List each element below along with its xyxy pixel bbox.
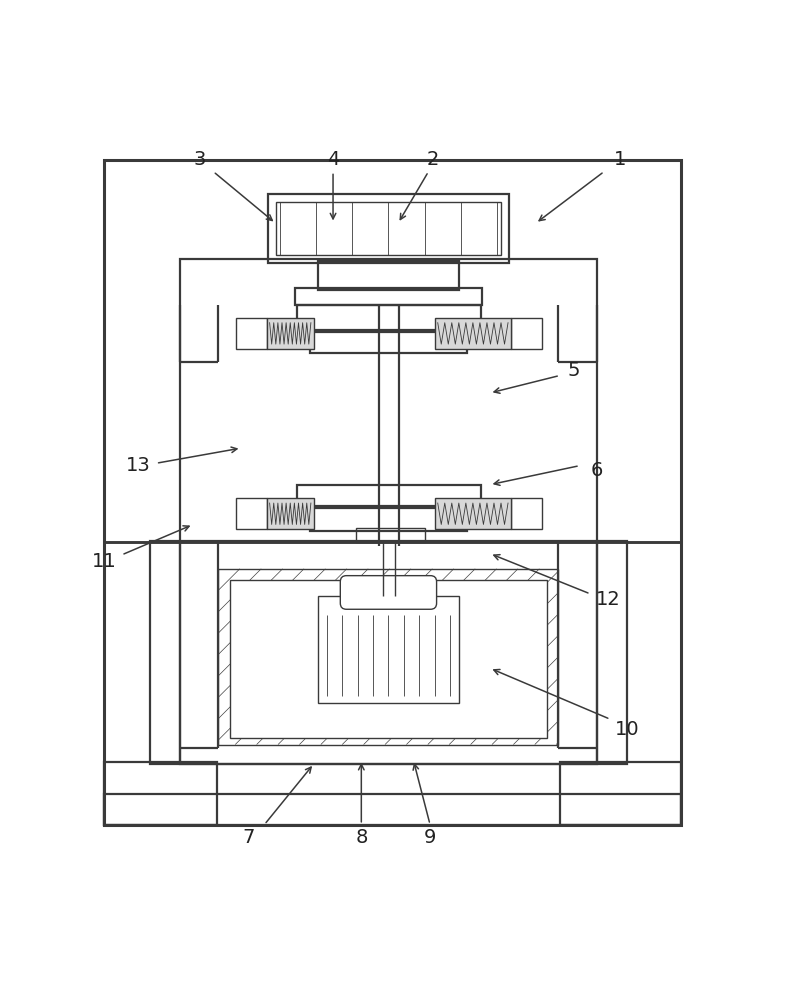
Bar [267, 498, 314, 529]
Bar [318, 596, 459, 703]
Bar [236, 318, 267, 349]
Bar [511, 318, 541, 349]
Text: 5: 5 [568, 361, 580, 380]
FancyBboxPatch shape [341, 576, 436, 609]
Bar [230, 580, 547, 738]
Text: 8: 8 [355, 828, 368, 847]
Bar [310, 330, 466, 353]
Text: 10: 10 [615, 720, 639, 739]
Text: 4: 4 [327, 150, 339, 169]
Bar [435, 318, 511, 349]
Bar [236, 498, 267, 529]
Bar [103, 160, 681, 825]
Bar [310, 506, 466, 531]
Bar [268, 194, 509, 263]
Text: 13: 13 [126, 456, 150, 475]
Bar [318, 261, 459, 290]
Bar [297, 305, 481, 332]
Text: 3: 3 [193, 150, 205, 169]
Bar [218, 569, 559, 745]
Text: 7: 7 [243, 828, 256, 847]
Bar [180, 259, 597, 764]
Bar [560, 762, 681, 825]
Text: 12: 12 [595, 590, 621, 609]
Bar [297, 485, 481, 508]
Text: 2: 2 [426, 150, 439, 169]
Text: 6: 6 [591, 461, 603, 480]
Bar [103, 762, 217, 825]
Bar [435, 498, 511, 529]
Text: 1: 1 [614, 150, 626, 169]
Bar [267, 318, 314, 349]
Text: 11: 11 [92, 552, 116, 571]
Bar [103, 794, 681, 825]
Text: 9: 9 [424, 828, 436, 847]
Bar [511, 498, 541, 529]
Bar [356, 528, 425, 542]
Bar [295, 288, 482, 305]
Bar [150, 541, 627, 764]
Bar [275, 202, 501, 255]
